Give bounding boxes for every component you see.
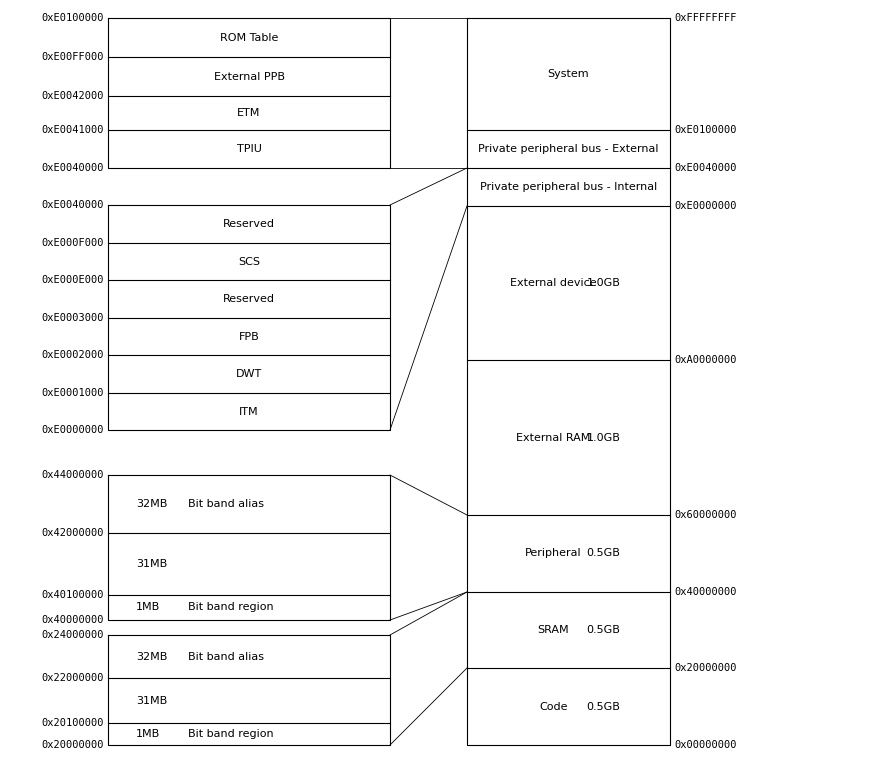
Text: SRAM: SRAM	[538, 625, 569, 635]
Text: 0xE0000000: 0xE0000000	[41, 425, 104, 435]
Text: 31MB: 31MB	[136, 559, 168, 569]
Text: 0.5GB: 0.5GB	[587, 625, 620, 635]
Text: External RAM: External RAM	[516, 432, 590, 442]
Text: External device: External device	[510, 278, 597, 288]
Text: 0.5GB: 0.5GB	[587, 702, 620, 711]
Text: 0x40100000: 0x40100000	[41, 590, 104, 600]
Text: ITM: ITM	[239, 406, 259, 416]
Text: Reserved: Reserved	[223, 294, 275, 304]
Text: Peripheral: Peripheral	[525, 549, 582, 558]
Text: 0xE0040000: 0xE0040000	[41, 163, 104, 173]
Text: 0xE00FF000: 0xE00FF000	[41, 52, 104, 62]
Text: 0.5GB: 0.5GB	[587, 549, 620, 558]
Text: 1MB: 1MB	[136, 603, 160, 613]
Text: 0x40000000: 0x40000000	[674, 587, 737, 597]
Text: 0xE0100000: 0xE0100000	[41, 13, 104, 23]
Text: 0xE0041000: 0xE0041000	[41, 125, 104, 135]
Text: SCS: SCS	[238, 256, 260, 266]
Text: Reserved: Reserved	[223, 219, 275, 229]
Text: 0xE000F000: 0xE000F000	[41, 238, 104, 248]
Text: 0x20100000: 0x20100000	[41, 718, 104, 728]
Text: 0xE0042000: 0xE0042000	[41, 91, 104, 101]
Text: 1MB: 1MB	[136, 729, 160, 739]
Text: 0x42000000: 0x42000000	[41, 528, 104, 538]
Text: 32MB: 32MB	[136, 652, 168, 662]
Text: FPB: FPB	[238, 331, 259, 341]
Text: 31MB: 31MB	[136, 695, 168, 705]
Text: 0xE0001000: 0xE0001000	[41, 388, 104, 398]
Text: Code: Code	[539, 702, 568, 711]
Text: 0xE000E000: 0xE000E000	[41, 275, 104, 285]
Text: Bit band alias: Bit band alias	[188, 652, 264, 662]
Text: Bit band alias: Bit band alias	[188, 499, 264, 509]
Text: 0xE0003000: 0xE0003000	[41, 313, 104, 323]
Text: 0x60000000: 0x60000000	[674, 510, 737, 520]
Text: 0x00000000: 0x00000000	[674, 740, 737, 750]
Text: System: System	[547, 69, 590, 79]
Text: DWT: DWT	[236, 369, 263, 379]
Text: 0xE0040000: 0xE0040000	[41, 200, 104, 210]
Text: ROM Table: ROM Table	[220, 32, 278, 43]
Text: 32MB: 32MB	[136, 499, 168, 509]
Text: 0xE0100000: 0xE0100000	[674, 125, 737, 135]
Text: Bit band region: Bit band region	[188, 603, 273, 613]
Text: 0xA0000000: 0xA0000000	[674, 355, 737, 365]
Text: Private peripheral bus - Internal: Private peripheral bus - Internal	[480, 182, 657, 192]
Text: Private peripheral bus - External: Private peripheral bus - External	[478, 144, 659, 154]
Text: ETM: ETM	[237, 108, 261, 118]
Text: TPIU: TPIU	[237, 144, 262, 154]
Text: 0x22000000: 0x22000000	[41, 673, 104, 683]
Text: 0x24000000: 0x24000000	[41, 630, 104, 640]
Text: 0x44000000: 0x44000000	[41, 470, 104, 480]
Text: 0xFFFFFFFF: 0xFFFFFFFF	[674, 13, 737, 23]
Text: 0x20000000: 0x20000000	[41, 740, 104, 750]
Text: Bit band region: Bit band region	[188, 729, 273, 739]
Text: 0x40000000: 0x40000000	[41, 615, 104, 625]
Text: 1.0GB: 1.0GB	[587, 278, 620, 288]
Text: 0x20000000: 0x20000000	[674, 663, 737, 673]
Text: 0xE0002000: 0xE0002000	[41, 350, 104, 360]
Text: External PPB: External PPB	[213, 71, 285, 82]
Text: 0xE0040000: 0xE0040000	[674, 163, 737, 173]
Text: 0xE0000000: 0xE0000000	[674, 201, 737, 211]
Text: 1.0GB: 1.0GB	[587, 432, 620, 442]
